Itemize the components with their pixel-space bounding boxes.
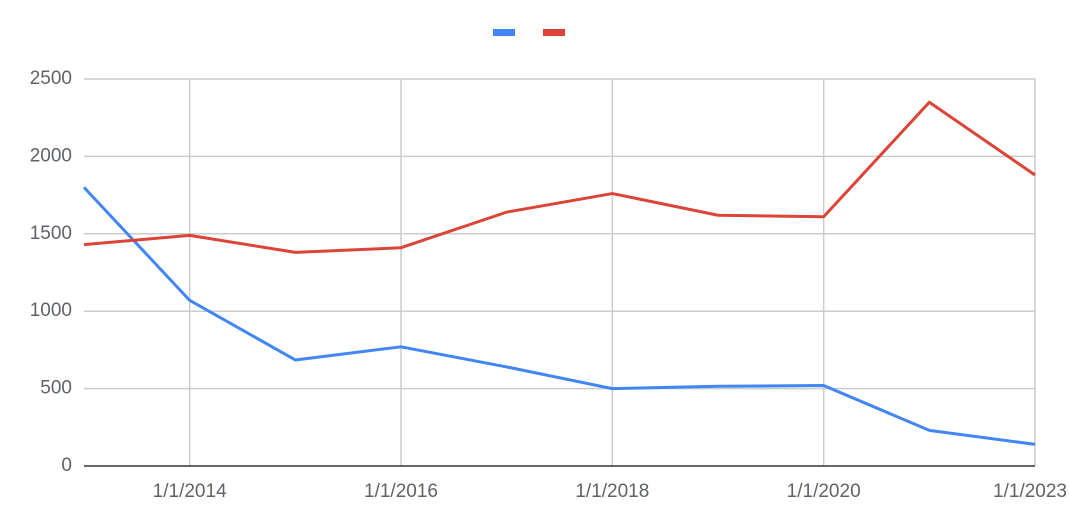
y-tick-label: 2500 (30, 68, 72, 89)
series-line (83, 100, 1036, 254)
legend-swatch (543, 29, 565, 36)
y-tick-label: 2000 (30, 145, 72, 166)
y-tick-label: 500 (40, 378, 72, 399)
x-tick-label: 1/1/2020 (787, 481, 861, 502)
x-tick-label: 1/1/2023 (993, 481, 1067, 502)
legend-swatch (493, 29, 515, 36)
y-tick-label: 0 (61, 455, 72, 476)
y-tick-label: 1500 (30, 223, 72, 244)
series-line (82, 186, 1036, 446)
x-tick-label: 1/1/2018 (575, 481, 649, 502)
y-tick-label: 1000 (30, 300, 72, 321)
x-tick-label: 1/1/2014 (153, 481, 227, 502)
x-tick-label: 1/1/2016 (364, 481, 438, 502)
